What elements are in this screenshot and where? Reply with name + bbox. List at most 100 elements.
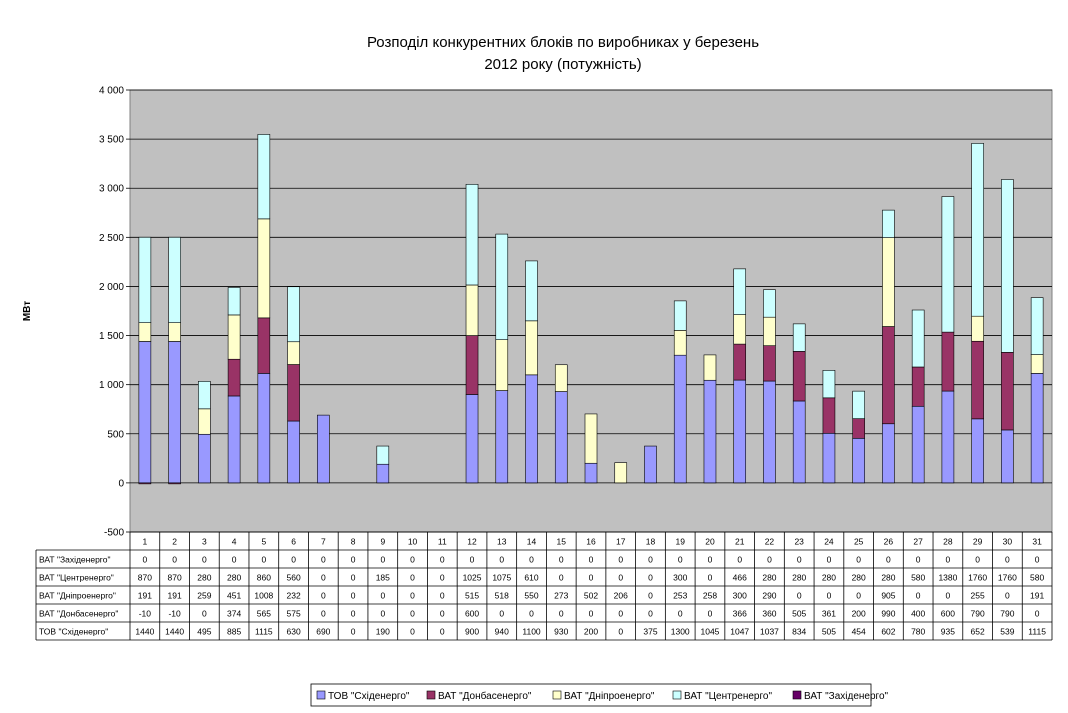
table-cell: 200 <box>852 609 866 619</box>
bar-segment <box>941 390 955 484</box>
table-cell: 0 <box>946 555 951 565</box>
table-cell: 360 <box>762 609 776 619</box>
bar-segment <box>525 374 538 484</box>
bar-segment <box>673 300 687 331</box>
table-cell: 0 <box>351 609 356 619</box>
x-tick-label: 5 <box>261 537 266 547</box>
table-cell: 0 <box>321 591 326 601</box>
table-cell: 0 <box>648 591 653 601</box>
bar-segment <box>168 322 181 342</box>
bar-segment <box>257 317 271 374</box>
table-cell: 366 <box>733 609 747 619</box>
x-tick-label: 10 <box>408 537 418 547</box>
bar-segment <box>376 445 390 465</box>
table-cell: 630 <box>286 627 300 637</box>
table-cell: 560 <box>286 573 300 583</box>
x-tick-label: 27 <box>913 537 923 547</box>
x-tick-label: 18 <box>646 537 656 547</box>
table-cell: 206 <box>614 591 628 601</box>
bar-segment <box>614 462 628 484</box>
bar-segment <box>911 366 925 407</box>
bar-segment <box>941 196 955 333</box>
x-tick-label: 24 <box>824 537 834 547</box>
bar-segment <box>1001 352 1014 431</box>
bar-segment <box>703 379 717 484</box>
y-tick-label: 3 500 <box>99 135 124 146</box>
table-cell: 280 <box>881 573 895 583</box>
table-cell: 0 <box>916 555 921 565</box>
table-cell: 1115 <box>255 627 273 637</box>
table-cell: 0 <box>410 627 415 637</box>
legend-entry: ВАТ "Центренерго" <box>684 691 772 702</box>
table-cell: 502 <box>584 591 598 601</box>
table-cell: 580 <box>1030 573 1044 583</box>
table-row-label: ТОВ "Східенерго" <box>39 627 108 637</box>
table-cell: 0 <box>470 555 475 565</box>
bar-segment <box>763 289 776 318</box>
bar-segment <box>852 437 865 484</box>
table-cell: 0 <box>351 573 356 583</box>
bar-segment <box>971 418 984 484</box>
table-cell: 0 <box>946 591 951 601</box>
table-cell: 0 <box>202 609 207 619</box>
table-cell: 0 <box>351 555 356 565</box>
table-cell: 1380 <box>938 573 957 583</box>
table-cell: 0 <box>440 609 445 619</box>
x-tick-label: 13 <box>497 537 507 547</box>
bar-segment <box>882 209 895 238</box>
bar-segment <box>1001 429 1014 484</box>
legend-swatch <box>792 690 802 700</box>
table-cell: 0 <box>232 555 237 565</box>
bar-segment <box>287 286 300 343</box>
table-cell: 191 <box>138 591 152 601</box>
bar-segment <box>376 463 390 484</box>
bar-segment <box>138 322 152 342</box>
table-cell: -10 <box>139 609 152 619</box>
x-tick-label: 19 <box>675 537 685 547</box>
table-cell: 0 <box>559 555 564 565</box>
y-tick-label: 1 000 <box>99 380 124 391</box>
table-cell: 885 <box>227 627 241 637</box>
x-tick-label: 1 <box>143 537 148 547</box>
table-cell: 1045 <box>701 627 720 637</box>
table-row-label: ВАТ "Дніпроенерго" <box>39 591 116 601</box>
bar-segment <box>971 315 984 342</box>
table-cell: 930 <box>554 627 568 637</box>
table-cell: 0 <box>678 609 683 619</box>
bar-segment <box>1001 179 1014 353</box>
table-cell: 834 <box>792 627 806 637</box>
y-tick-label: 4 000 <box>99 86 124 97</box>
table-cell: 0 <box>559 573 564 583</box>
table-cell: 0 <box>321 555 326 565</box>
bar-segment <box>822 432 836 484</box>
bar-segment <box>465 183 479 286</box>
table-cell: 255 <box>971 591 985 601</box>
x-tick-label: 25 <box>854 537 864 547</box>
bar-segment <box>257 218 271 319</box>
x-tick-label: 26 <box>884 537 894 547</box>
table-cell: 1037 <box>760 627 779 637</box>
table-cell: 0 <box>589 609 594 619</box>
table-cell: 1760 <box>968 573 987 583</box>
bar-segment <box>138 341 152 484</box>
x-tick-label: 11 <box>438 537 447 547</box>
table-cell: 0 <box>440 591 445 601</box>
table-cell: 258 <box>703 591 717 601</box>
bar-segment <box>733 343 747 381</box>
bar-segment <box>1030 373 1044 484</box>
y-tick-label: 2 000 <box>99 282 124 293</box>
table-cell: 200 <box>584 627 598 637</box>
table-cell: 0 <box>291 555 296 565</box>
x-tick-label: 6 <box>291 537 296 547</box>
y-tick-label: 1 500 <box>99 331 124 342</box>
y-tick-label: 0 <box>118 478 124 489</box>
bar-segment <box>644 445 657 484</box>
bar-segment <box>911 309 925 368</box>
table-row-label: ВАТ "Донбасенерго" <box>39 609 118 619</box>
table-cell: 466 <box>733 573 747 583</box>
table-cell: 290 <box>762 591 776 601</box>
table-cell: 0 <box>737 555 742 565</box>
table-cell: 0 <box>797 555 802 565</box>
table-cell: 1008 <box>254 591 273 601</box>
